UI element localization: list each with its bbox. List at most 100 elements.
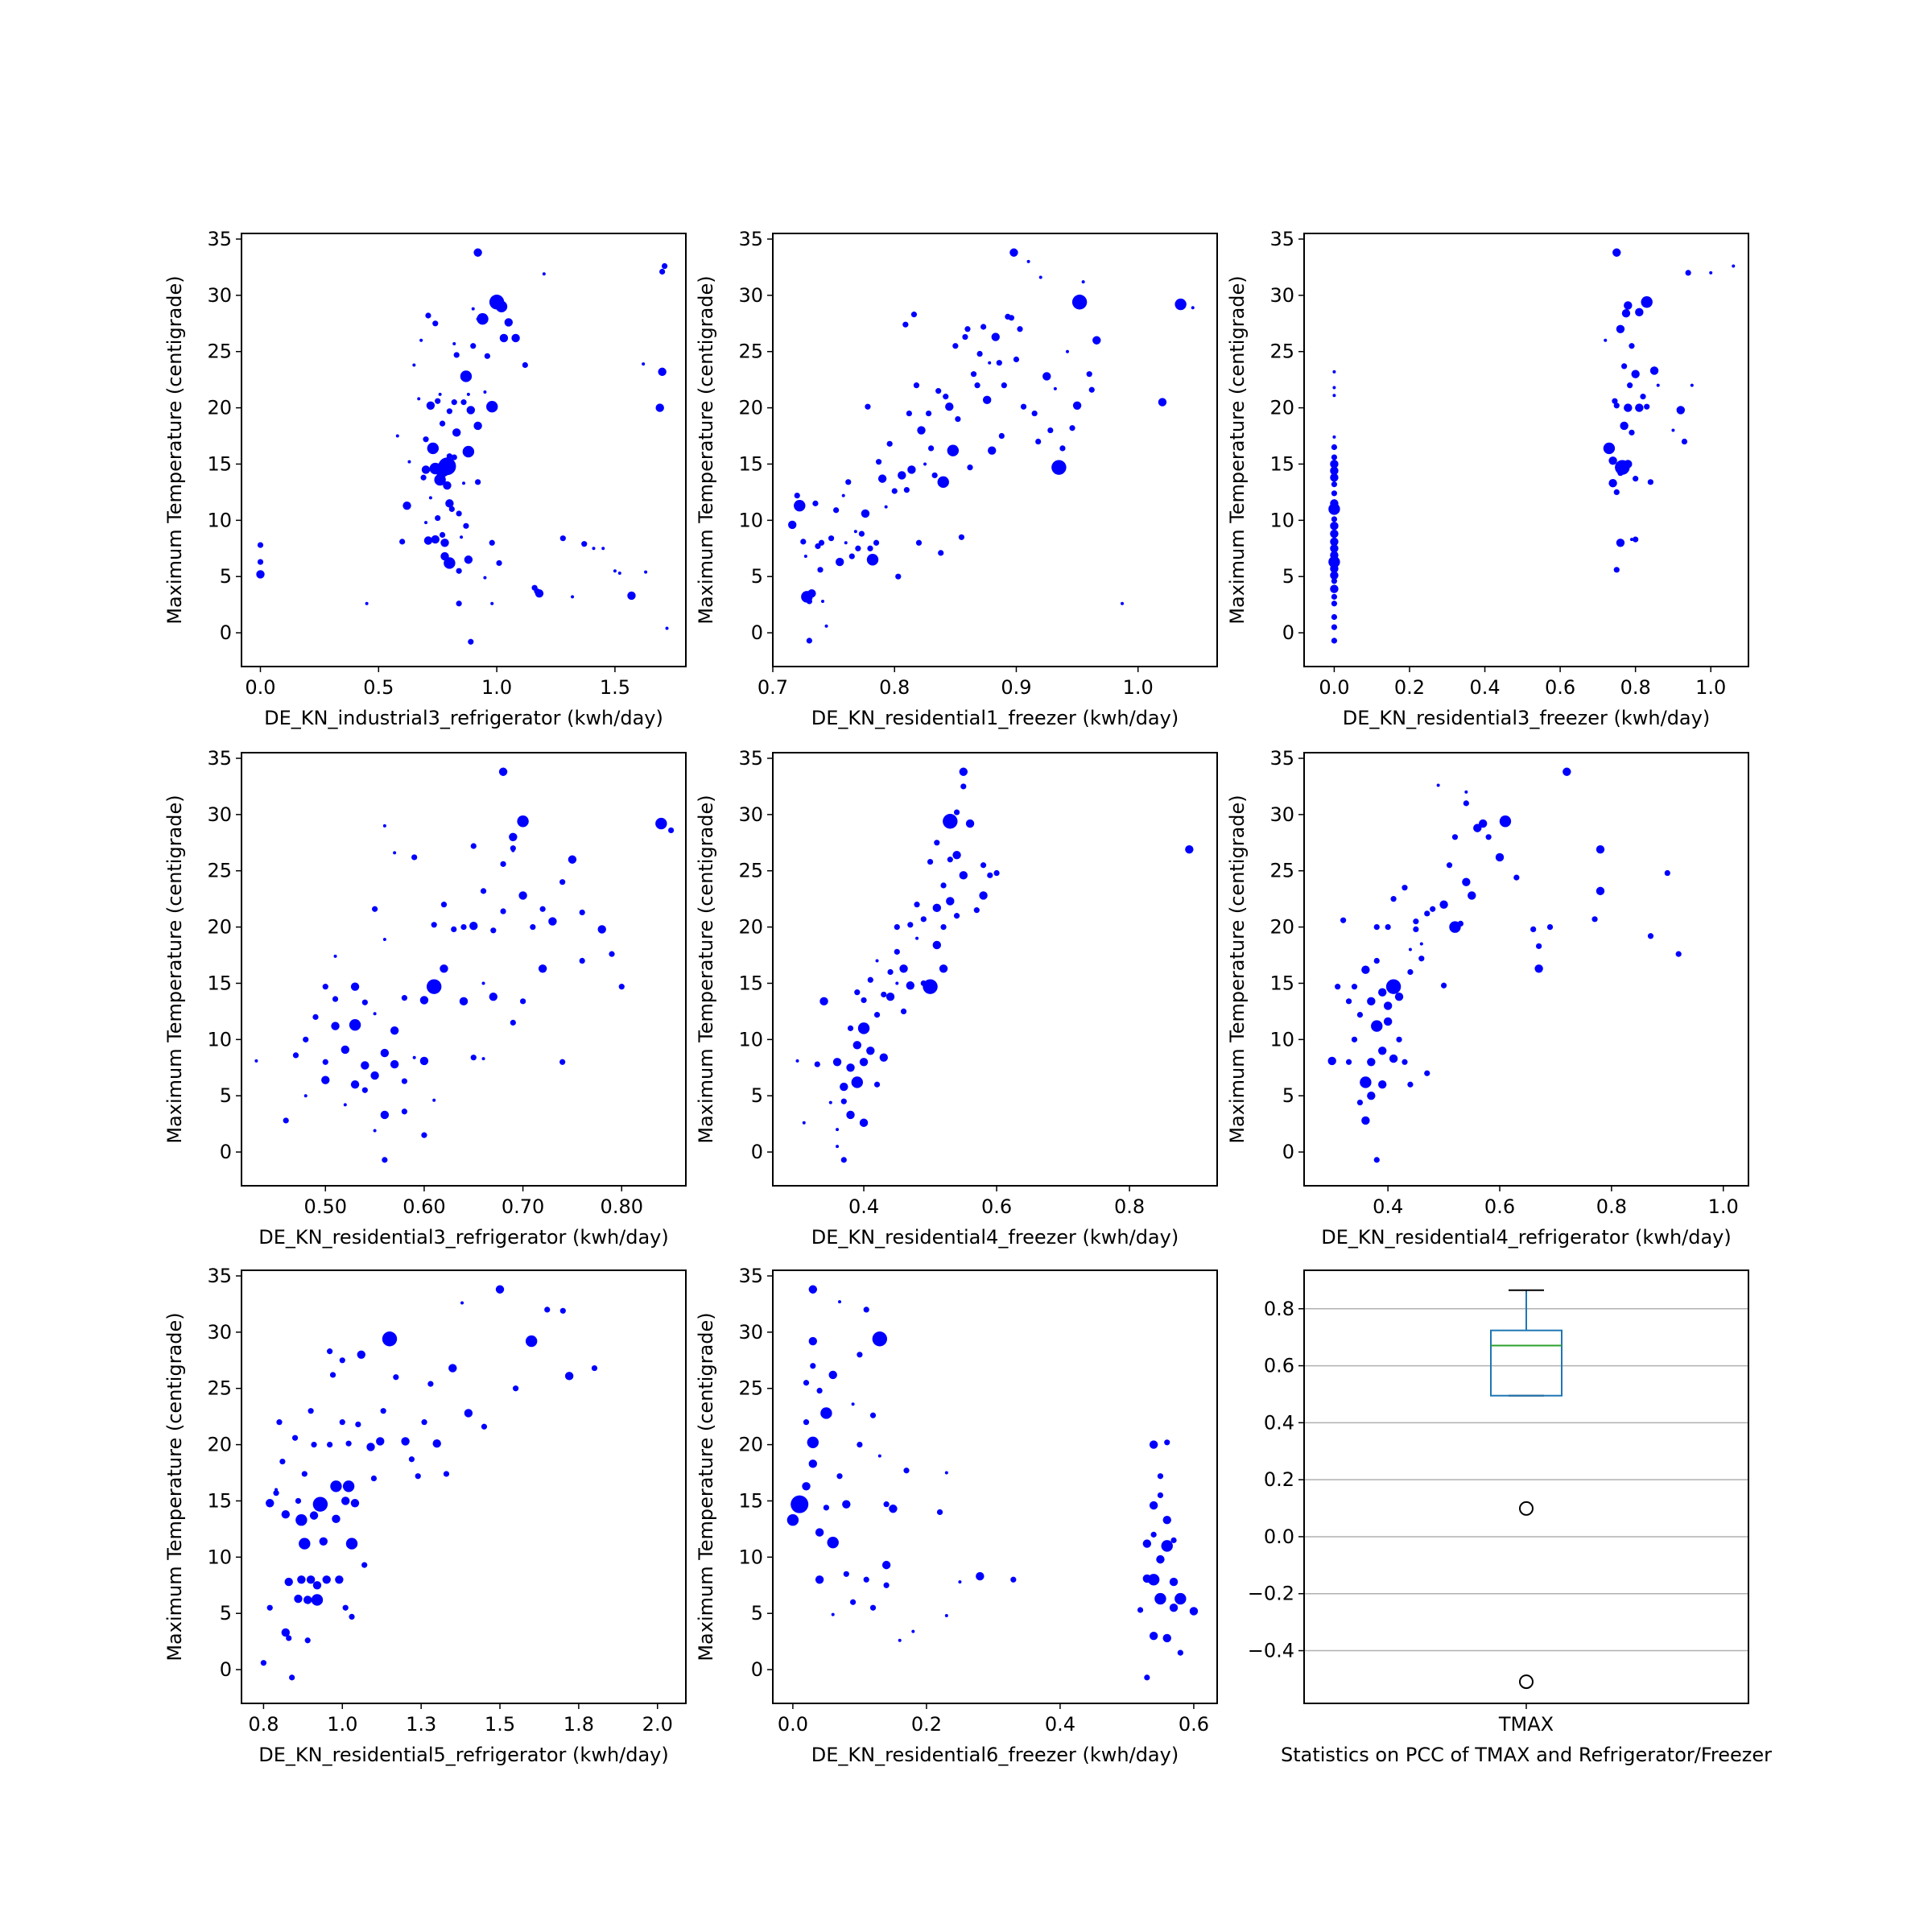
data-point xyxy=(571,595,575,599)
data-point xyxy=(1418,956,1425,962)
data-point xyxy=(512,1385,519,1392)
data-point xyxy=(863,1307,869,1313)
data-point xyxy=(464,555,473,564)
data-point xyxy=(446,408,452,415)
data-point xyxy=(1621,309,1631,318)
data-point xyxy=(601,547,605,551)
y-tick-label: 20 xyxy=(738,397,763,419)
y-tick-label: 15 xyxy=(1269,452,1294,475)
x-tick-label: 0.6 xyxy=(1179,1713,1209,1736)
data-point xyxy=(895,573,902,580)
data-point xyxy=(440,539,449,547)
data-point xyxy=(1174,1592,1187,1605)
y-tick-label: 10 xyxy=(207,1028,232,1051)
data-point xyxy=(520,998,526,1005)
data-point xyxy=(1177,1649,1183,1656)
data-point xyxy=(1385,979,1402,994)
data-point xyxy=(802,1121,806,1125)
data-point xyxy=(1088,386,1095,393)
data-point xyxy=(1613,489,1620,496)
data-point xyxy=(1330,564,1339,573)
data-point xyxy=(787,520,797,530)
data-point xyxy=(460,535,464,539)
y-tick-label: 10 xyxy=(738,1028,763,1051)
data-point xyxy=(1635,403,1644,412)
y-tick-label: 0 xyxy=(220,1658,232,1681)
x-tick-label: 0.8 xyxy=(1596,1195,1627,1218)
data-point xyxy=(857,1022,870,1034)
data-point xyxy=(382,1331,398,1347)
data-point xyxy=(1499,815,1512,828)
data-point xyxy=(965,819,975,828)
data-point xyxy=(1035,438,1042,445)
data-point xyxy=(1413,919,1419,925)
data-point xyxy=(1013,356,1020,363)
data-point xyxy=(946,897,955,906)
data-point xyxy=(1328,555,1340,568)
data-point xyxy=(894,948,900,955)
data-point xyxy=(1424,1070,1430,1076)
data-point xyxy=(959,871,968,880)
data-point xyxy=(470,1055,477,1061)
data-point xyxy=(1624,460,1633,469)
y-tick-label: 30 xyxy=(738,284,763,307)
data-point xyxy=(412,1055,416,1059)
data-point xyxy=(851,1076,863,1088)
data-point xyxy=(1407,1081,1414,1088)
data-point xyxy=(448,506,455,512)
data-point xyxy=(886,993,895,1001)
y-tick-label: 0.8 xyxy=(1264,1298,1294,1320)
subplot-residential5-refrigerator: 0 5 10 15 20 25 30 35 0.8 1.0 1.3 1.5 1.8 2.0 DE_KN_r… xyxy=(163,1265,687,1766)
data-point xyxy=(459,997,469,1006)
data-point xyxy=(1373,1157,1380,1163)
y-tick-label: 5 xyxy=(220,565,232,588)
data-point xyxy=(928,445,935,452)
data-point xyxy=(382,1157,388,1163)
data-point xyxy=(903,487,910,493)
data-point xyxy=(1656,383,1660,387)
data-point xyxy=(504,318,513,327)
data-point xyxy=(840,1082,848,1092)
y-tick-label: 25 xyxy=(1269,341,1294,363)
data-point xyxy=(289,1674,295,1681)
data-point xyxy=(446,453,452,460)
data-point xyxy=(910,312,918,318)
data-point xyxy=(342,1480,355,1492)
y-tick-label: 35 xyxy=(738,1265,763,1287)
data-point xyxy=(960,783,967,790)
data-point xyxy=(473,421,482,431)
x-tick-label: 0.0 xyxy=(778,1713,808,1736)
y-tick-label: 35 xyxy=(1269,228,1294,250)
data-point xyxy=(1174,298,1187,311)
data-point xyxy=(361,999,368,1005)
data-point xyxy=(847,1025,854,1031)
data-point xyxy=(426,401,436,411)
y-tick-label: −0.2 xyxy=(1248,1583,1294,1605)
data-point xyxy=(1629,429,1635,436)
y-tick-label: 0.4 xyxy=(1264,1411,1294,1434)
data-point xyxy=(1189,1607,1199,1616)
data-point xyxy=(841,493,845,497)
data-point xyxy=(1330,522,1339,530)
data-point xyxy=(832,1058,842,1067)
data-point xyxy=(1185,844,1194,854)
y-tick-label: 0 xyxy=(1282,621,1294,644)
data-point xyxy=(1330,544,1339,553)
x-axis-label: DE_KN_residential3_refrigerator (kwh/day… xyxy=(258,1226,669,1249)
axes-frame xyxy=(1303,1269,1749,1704)
y-axis-label: Maximum Temperature (centigrade) xyxy=(163,275,186,624)
y-tick-label: 0 xyxy=(751,621,763,644)
data-point xyxy=(661,262,668,270)
data-point xyxy=(982,395,992,405)
data-point xyxy=(967,464,973,471)
y-tick-label: 20 xyxy=(1269,916,1294,939)
data-point xyxy=(266,1604,273,1611)
outlier-point xyxy=(1519,1674,1534,1690)
x-tick-label: 0.8 xyxy=(1114,1195,1145,1218)
data-point xyxy=(987,872,993,878)
data-point xyxy=(390,1026,399,1035)
data-point xyxy=(1367,997,1376,1006)
data-point xyxy=(1001,382,1007,389)
data-point xyxy=(872,1331,888,1347)
data-point xyxy=(335,1575,344,1584)
